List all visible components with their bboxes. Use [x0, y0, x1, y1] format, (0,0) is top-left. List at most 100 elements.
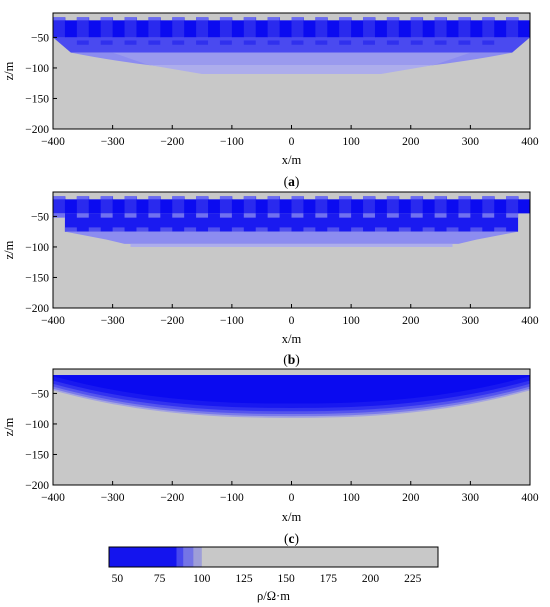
heatmap-cell: [88, 199, 102, 214]
heatmap-cell: [446, 227, 459, 232]
heatmap-cell: [363, 213, 375, 218]
heatmap-cell: [267, 17, 280, 21]
heatmap-cell: [76, 196, 90, 214]
heatmap-cell: [494, 227, 507, 232]
x-tick-label: 0: [289, 492, 295, 504]
heatmap-cell: [482, 213, 495, 218]
heatmap-cell: [351, 20, 364, 38]
heatmap-cell: [458, 196, 471, 200]
heatmap-cell: [219, 40, 232, 45]
heatmap-cell: [434, 196, 447, 200]
heatmap-cell: [130, 243, 453, 247]
x-tick-label: 400: [521, 315, 539, 327]
x-tick-label: 200: [402, 315, 420, 327]
heatmap-cell: [88, 20, 102, 38]
y-tick-label: −50: [31, 388, 49, 400]
heatmap-cell: [279, 20, 292, 38]
heatmap-cell: [422, 227, 435, 232]
heatmap-cell: [434, 196, 447, 214]
heatmap-cell: [172, 40, 185, 45]
heatmap-cell: [136, 227, 149, 232]
heatmap-cell: [291, 213, 304, 218]
heatmap-cell: [112, 199, 125, 214]
x-tick-label: 100: [343, 315, 361, 327]
heatmap-cell: [470, 227, 483, 232]
heatmap-cell: [76, 196, 89, 200]
heatmap-cell: [53, 196, 65, 200]
colorbar-label: ρ/Ω·m: [257, 589, 290, 603]
heatmap-cell: [100, 17, 114, 38]
heatmap-cell: [410, 196, 423, 200]
panel-b: −400 −300 −200 −100 0 100 200 300 400 −50 −100 −150…: [2, 191, 539, 367]
heatmap-cell: [291, 17, 304, 21]
heatmap-cell: [196, 17, 209, 21]
heatmap-cell: [327, 199, 340, 214]
heatmap-cell: [315, 17, 328, 38]
heatmap-cell: [172, 213, 185, 218]
heatmap-cell: [303, 199, 316, 214]
heatmap-cell: [458, 196, 471, 214]
heatmap-cell: [196, 213, 209, 218]
heatmap-cell: [494, 199, 507, 214]
heatmap-cell: [422, 199, 435, 214]
x-axis-title: x/m: [282, 332, 302, 346]
heatmap-cell: [196, 17, 209, 38]
heatmap-cell: [434, 40, 447, 45]
y-tick-label: −100: [25, 419, 49, 431]
x-tick-label: −400: [41, 315, 65, 327]
heatmap-cell: [231, 20, 245, 38]
x-tick-label: 0: [289, 315, 295, 327]
heatmap-cell: [267, 17, 280, 38]
heatmap-cell: [160, 199, 173, 214]
heatmap-cell: [124, 196, 137, 214]
colorbar-tick-label: 225: [404, 573, 422, 585]
x-tick-label: −400: [41, 492, 65, 504]
heatmap-cell: [53, 37, 530, 53]
y-tick-label: −200: [25, 124, 49, 136]
heatmap-cell: [64, 213, 519, 232]
heatmap-cell: [196, 196, 209, 214]
heatmap-cell: [136, 20, 149, 38]
heatmap-cell: [208, 227, 220, 232]
x-tick-label: 200: [402, 136, 420, 148]
heatmap-cell: [243, 17, 256, 21]
panel-caption: (b): [283, 352, 300, 367]
heatmap-cell: [458, 17, 471, 21]
y-tick-label: −50: [31, 32, 49, 44]
heatmap-cell: [339, 213, 352, 218]
heatmap-cell: [219, 196, 232, 200]
colorbar-segment: [193, 547, 203, 567]
heatmap-cell: [363, 17, 376, 38]
heatmap-cell: [315, 40, 328, 45]
heatmap-cell: [219, 17, 233, 38]
y-axis-title: z/m: [2, 61, 16, 80]
heatmap-cell: [100, 196, 114, 214]
heatmap-cell: [482, 17, 495, 38]
heatmap-cell: [351, 199, 364, 214]
heatmap-cell: [434, 17, 447, 38]
heatmap-cell: [386, 17, 400, 38]
heatmap-cell: [363, 196, 375, 200]
heatmap-cell: [243, 17, 257, 38]
colorbar-tick-label: 75: [154, 573, 166, 585]
heatmap-cell: [386, 17, 399, 21]
heatmap-cell: [255, 199, 269, 214]
heatmap-cell: [518, 199, 531, 214]
heatmap-cell: [291, 196, 304, 200]
panel-a: −400 −300 −200 −100 0 100 200 300 400 −50 −100 −150…: [2, 12, 539, 189]
heatmap-cell: [219, 196, 233, 214]
heatmap-cell: [279, 199, 292, 214]
x-tick-label: −300: [101, 136, 125, 148]
heatmap-cell: [196, 40, 209, 45]
panel-caption: (c): [284, 531, 299, 546]
heatmap-cell: [53, 17, 66, 38]
heatmap-cell: [291, 40, 304, 45]
heatmap-cell: [160, 227, 173, 232]
heatmap-cell: [434, 17, 447, 21]
heatmap-cell: [267, 196, 280, 214]
heatmap-cell: [100, 196, 113, 200]
colorbar-segment: [183, 547, 194, 567]
colorbar-tick-label: 150: [278, 573, 296, 585]
y-tick-label: −50: [31, 211, 49, 223]
heatmap-cell: [64, 20, 78, 38]
